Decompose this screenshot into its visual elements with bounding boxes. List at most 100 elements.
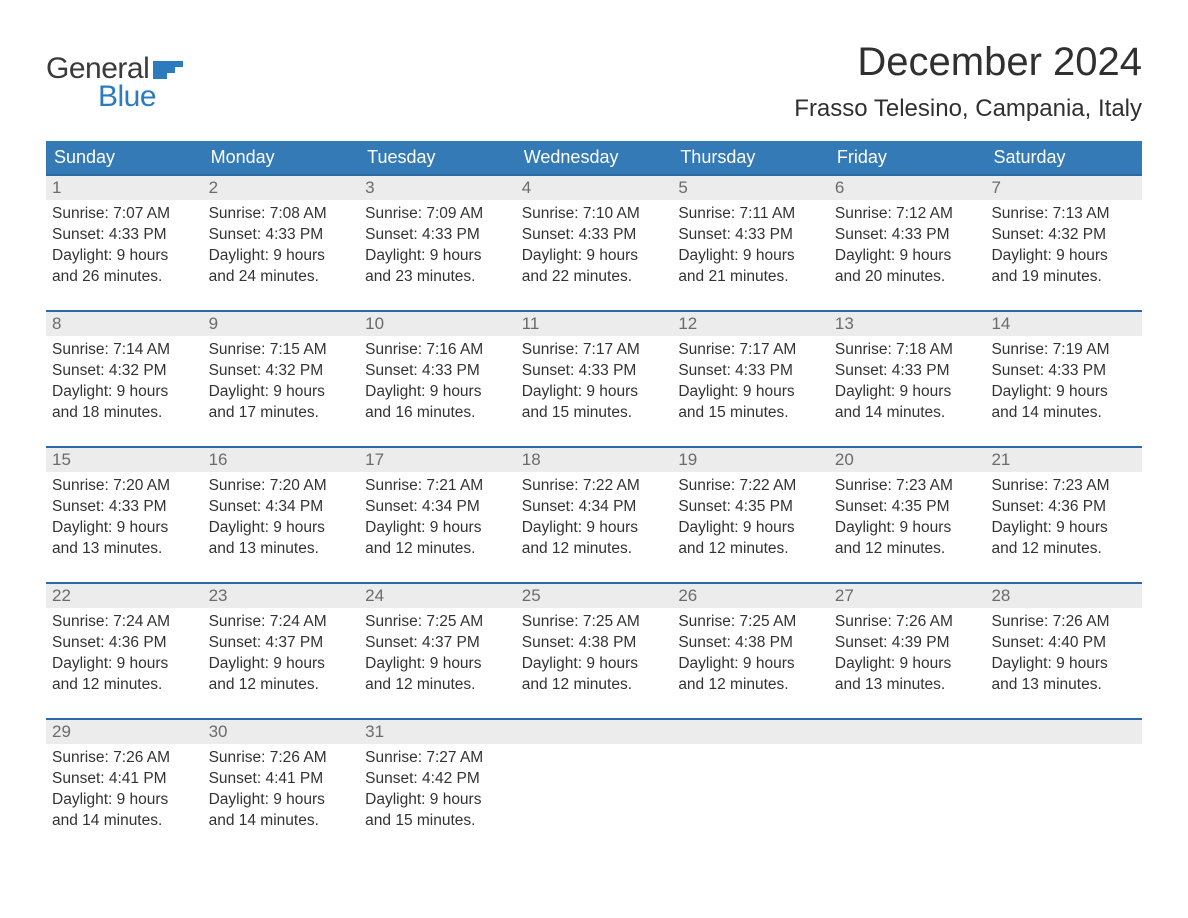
week-row: 15Sunrise: 7:20 AMSunset: 4:33 PMDayligh… bbox=[46, 446, 1142, 568]
day-sunset: Sunset: 4:33 PM bbox=[52, 497, 197, 518]
dow-tuesday: Tuesday bbox=[359, 141, 516, 174]
day-day1: Daylight: 9 hours bbox=[52, 654, 197, 675]
day-number: 15 bbox=[46, 448, 203, 472]
day-cell: 11Sunrise: 7:17 AMSunset: 4:33 PMDayligh… bbox=[516, 312, 673, 432]
day-body: Sunrise: 7:26 AMSunset: 4:40 PMDaylight:… bbox=[985, 608, 1142, 700]
week-row: 1Sunrise: 7:07 AMSunset: 4:33 PMDaylight… bbox=[46, 174, 1142, 296]
day-body: Sunrise: 7:10 AMSunset: 4:33 PMDaylight:… bbox=[516, 200, 673, 292]
day-cell: 30Sunrise: 7:26 AMSunset: 4:41 PMDayligh… bbox=[203, 720, 360, 840]
day-cell bbox=[829, 720, 986, 840]
day-day2: and 17 minutes. bbox=[209, 403, 354, 424]
day-number: 14 bbox=[985, 312, 1142, 336]
day-body: Sunrise: 7:07 AMSunset: 4:33 PMDaylight:… bbox=[46, 200, 203, 292]
day-number: 26 bbox=[672, 584, 829, 608]
day-cell: 16Sunrise: 7:20 AMSunset: 4:34 PMDayligh… bbox=[203, 448, 360, 568]
day-cell: 1Sunrise: 7:07 AMSunset: 4:33 PMDaylight… bbox=[46, 176, 203, 296]
day-sunrise: Sunrise: 7:10 AM bbox=[522, 204, 667, 225]
day-sunset: Sunset: 4:33 PM bbox=[835, 361, 980, 382]
day-cell: 8Sunrise: 7:14 AMSunset: 4:32 PMDaylight… bbox=[46, 312, 203, 432]
day-cell: 31Sunrise: 7:27 AMSunset: 4:42 PMDayligh… bbox=[359, 720, 516, 840]
day-day2: and 13 minutes. bbox=[52, 539, 197, 560]
day-number bbox=[516, 720, 673, 744]
day-day1: Daylight: 9 hours bbox=[991, 518, 1136, 539]
day-sunset: Sunset: 4:33 PM bbox=[991, 361, 1136, 382]
day-body: Sunrise: 7:19 AMSunset: 4:33 PMDaylight:… bbox=[985, 336, 1142, 428]
day-day2: and 14 minutes. bbox=[835, 403, 980, 424]
day-day1: Daylight: 9 hours bbox=[991, 246, 1136, 267]
day-number: 5 bbox=[672, 176, 829, 200]
day-day2: and 12 minutes. bbox=[991, 539, 1136, 560]
day-sunset: Sunset: 4:33 PM bbox=[365, 361, 510, 382]
day-number: 24 bbox=[359, 584, 516, 608]
month-title: December 2024 bbox=[794, 40, 1142, 85]
day-sunrise: Sunrise: 7:14 AM bbox=[52, 340, 197, 361]
location: Frasso Telesino, Campania, Italy bbox=[794, 95, 1142, 123]
day-body: Sunrise: 7:20 AMSunset: 4:33 PMDaylight:… bbox=[46, 472, 203, 564]
day-day2: and 13 minutes. bbox=[991, 675, 1136, 696]
day-body: Sunrise: 7:25 AMSunset: 4:38 PMDaylight:… bbox=[516, 608, 673, 700]
day-day2: and 12 minutes. bbox=[835, 539, 980, 560]
day-number: 31 bbox=[359, 720, 516, 744]
day-sunrise: Sunrise: 7:22 AM bbox=[522, 476, 667, 497]
day-sunset: Sunset: 4:32 PM bbox=[52, 361, 197, 382]
day-cell: 18Sunrise: 7:22 AMSunset: 4:34 PMDayligh… bbox=[516, 448, 673, 568]
day-day2: and 12 minutes. bbox=[52, 675, 197, 696]
day-sunset: Sunset: 4:38 PM bbox=[522, 633, 667, 654]
day-body: Sunrise: 7:16 AMSunset: 4:33 PMDaylight:… bbox=[359, 336, 516, 428]
day-day1: Daylight: 9 hours bbox=[991, 382, 1136, 403]
day-day2: and 22 minutes. bbox=[522, 267, 667, 288]
day-day2: and 12 minutes. bbox=[365, 539, 510, 560]
day-sunset: Sunset: 4:35 PM bbox=[678, 497, 823, 518]
day-cell: 3Sunrise: 7:09 AMSunset: 4:33 PMDaylight… bbox=[359, 176, 516, 296]
day-day1: Daylight: 9 hours bbox=[365, 246, 510, 267]
day-body: Sunrise: 7:09 AMSunset: 4:33 PMDaylight:… bbox=[359, 200, 516, 292]
day-day2: and 26 minutes. bbox=[52, 267, 197, 288]
day-number: 30 bbox=[203, 720, 360, 744]
day-sunset: Sunset: 4:34 PM bbox=[522, 497, 667, 518]
day-day1: Daylight: 9 hours bbox=[365, 790, 510, 811]
day-number bbox=[985, 720, 1142, 744]
day-day1: Daylight: 9 hours bbox=[678, 382, 823, 403]
day-day2: and 16 minutes. bbox=[365, 403, 510, 424]
day-day2: and 20 minutes. bbox=[835, 267, 980, 288]
day-body: Sunrise: 7:21 AMSunset: 4:34 PMDaylight:… bbox=[359, 472, 516, 564]
day-cell: 6Sunrise: 7:12 AMSunset: 4:33 PMDaylight… bbox=[829, 176, 986, 296]
day-day1: Daylight: 9 hours bbox=[522, 382, 667, 403]
day-day2: and 21 minutes. bbox=[678, 267, 823, 288]
day-body: Sunrise: 7:25 AMSunset: 4:38 PMDaylight:… bbox=[672, 608, 829, 700]
day-day1: Daylight: 9 hours bbox=[365, 654, 510, 675]
day-sunrise: Sunrise: 7:11 AM bbox=[678, 204, 823, 225]
day-cell bbox=[985, 720, 1142, 840]
day-cell: 15Sunrise: 7:20 AMSunset: 4:33 PMDayligh… bbox=[46, 448, 203, 568]
day-day1: Daylight: 9 hours bbox=[209, 518, 354, 539]
day-body: Sunrise: 7:26 AMSunset: 4:39 PMDaylight:… bbox=[829, 608, 986, 700]
day-sunrise: Sunrise: 7:16 AM bbox=[365, 340, 510, 361]
day-number: 12 bbox=[672, 312, 829, 336]
dow-sunday: Sunday bbox=[46, 141, 203, 174]
day-sunrise: Sunrise: 7:15 AM bbox=[209, 340, 354, 361]
day-day2: and 14 minutes. bbox=[991, 403, 1136, 424]
day-sunset: Sunset: 4:42 PM bbox=[365, 769, 510, 790]
week-row: 8Sunrise: 7:14 AMSunset: 4:32 PMDaylight… bbox=[46, 310, 1142, 432]
day-day1: Daylight: 9 hours bbox=[52, 518, 197, 539]
calendar: Sunday Monday Tuesday Wednesday Thursday… bbox=[46, 141, 1142, 840]
day-sunrise: Sunrise: 7:24 AM bbox=[209, 612, 354, 633]
day-day2: and 12 minutes. bbox=[365, 675, 510, 696]
day-number: 19 bbox=[672, 448, 829, 472]
day-body: Sunrise: 7:12 AMSunset: 4:33 PMDaylight:… bbox=[829, 200, 986, 292]
day-sunrise: Sunrise: 7:26 AM bbox=[209, 748, 354, 769]
day-sunset: Sunset: 4:36 PM bbox=[991, 497, 1136, 518]
logo-word-blue: Blue bbox=[98, 80, 156, 114]
day-cell bbox=[516, 720, 673, 840]
day-number: 20 bbox=[829, 448, 986, 472]
day-sunset: Sunset: 4:35 PM bbox=[835, 497, 980, 518]
week-row: 29Sunrise: 7:26 AMSunset: 4:41 PMDayligh… bbox=[46, 718, 1142, 840]
day-day1: Daylight: 9 hours bbox=[209, 654, 354, 675]
day-number: 7 bbox=[985, 176, 1142, 200]
day-sunset: Sunset: 4:33 PM bbox=[522, 225, 667, 246]
day-cell: 10Sunrise: 7:16 AMSunset: 4:33 PMDayligh… bbox=[359, 312, 516, 432]
day-sunrise: Sunrise: 7:25 AM bbox=[678, 612, 823, 633]
day-body: Sunrise: 7:27 AMSunset: 4:42 PMDaylight:… bbox=[359, 744, 516, 836]
day-sunset: Sunset: 4:33 PM bbox=[365, 225, 510, 246]
day-cell: 14Sunrise: 7:19 AMSunset: 4:33 PMDayligh… bbox=[985, 312, 1142, 432]
